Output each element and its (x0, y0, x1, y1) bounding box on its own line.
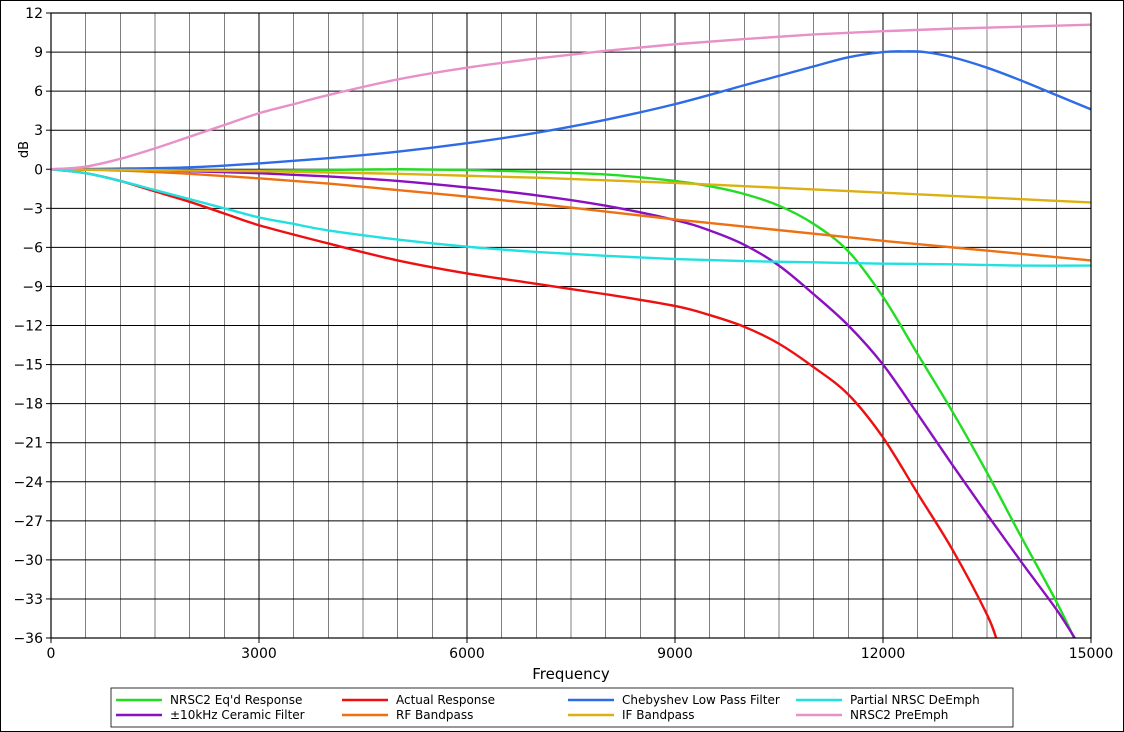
y-tick-label: −27 (13, 514, 43, 530)
legend: NRSC2 Eq'd Response±10kHz Ceramic Filter… (110, 687, 1014, 728)
y-tick-label: 12 (25, 6, 43, 22)
x-tick-label: 3000 (241, 646, 277, 662)
series-line-nrsc2-preemph (51, 23, 1091, 171)
y-tick-label: −9 (22, 279, 43, 295)
y-tick-label: 0 (34, 162, 43, 178)
legend-label: ±10kHz Ceramic Filter (170, 708, 305, 722)
y-tick-label: 6 (34, 84, 43, 100)
legend-label: Partial NRSC DeEmph (850, 693, 980, 707)
y-tick-label: −24 (13, 475, 43, 491)
y-tick-label: −36 (13, 631, 43, 647)
legend-box (110, 687, 1014, 728)
y-tick-label: −3 (22, 201, 43, 217)
legend-label: Actual Response (396, 693, 495, 707)
legend-label: NRSC2 PreEmph (850, 708, 948, 722)
series-line-partial-nrsc-deemph (51, 168, 1091, 267)
series-line-rf-bandpass (51, 168, 1091, 262)
legend-label: NRSC2 Eq'd Response (170, 693, 302, 707)
legend-label: RF Bandpass (396, 708, 473, 722)
y-tick-label: 3 (34, 123, 43, 139)
series-layer (51, 23, 1091, 638)
y-axis-ticks: 12 9 6 3 0 −3 −6 −9 −12 −15 −18 −21 −24 −27 −30 −33 −36 (13, 6, 51, 647)
series-line-10khz-ceramic-filter (51, 168, 1077, 638)
y-tick-label: 9 (34, 45, 43, 61)
x-axis-label: Frequency (532, 665, 610, 683)
x-tick-label: 12000 (861, 646, 906, 662)
x-axis-ticks: 0 3000 6000 9000 12000 15000 (47, 638, 1114, 662)
x-tick-label: 0 (47, 646, 56, 662)
x-tick-label: 15000 (1069, 646, 1114, 662)
series-line-actual-response (51, 168, 998, 638)
y-tick-label: −15 (13, 358, 43, 374)
x-tick-label: 6000 (449, 646, 485, 662)
series-line-nrsc2-eq-d-response (51, 168, 1076, 638)
y-tick-label: −30 (13, 553, 43, 569)
x-tick-label: 9000 (657, 646, 693, 662)
y-tick-label: −21 (13, 436, 43, 452)
y-tick-label: −18 (13, 397, 43, 413)
series-line-if-bandpass (51, 168, 1091, 204)
y-tick-label: −33 (13, 592, 43, 608)
y-axis-label: dB (17, 141, 32, 158)
legend-label: Chebyshev Low Pass Filter (622, 693, 780, 707)
y-tick-label: −12 (13, 319, 43, 335)
legend-label: IF Bandpass (622, 708, 695, 722)
series-line-chebyshev-low-pass-filter (51, 50, 1091, 171)
y-tick-label: −6 (22, 240, 43, 256)
